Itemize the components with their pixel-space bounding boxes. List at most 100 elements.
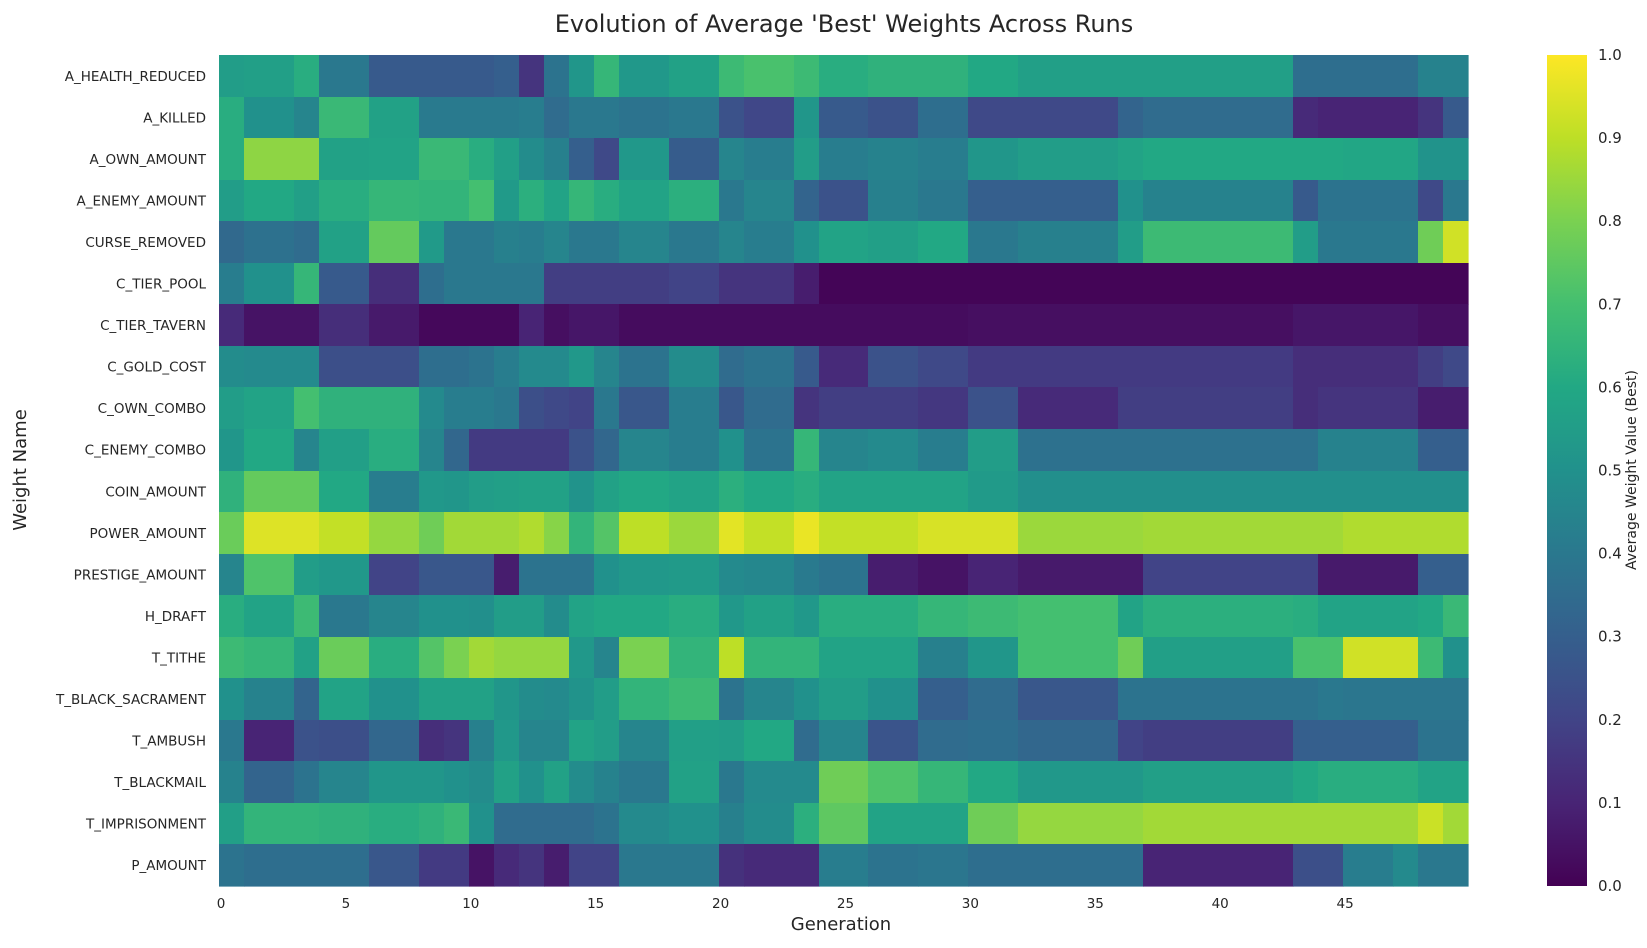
heatmap-cell (244, 346, 320, 388)
heatmap-cell (244, 97, 295, 139)
heatmap-cell (244, 803, 320, 845)
heatmap-cell (569, 678, 595, 721)
heatmap-cell (219, 637, 245, 679)
heatmap-cell (1143, 803, 1419, 845)
x-tick-label: 5 (342, 896, 351, 912)
heatmap-cell (244, 720, 295, 762)
heatmap-cell (219, 387, 245, 430)
heatmap-cell (469, 761, 495, 804)
heatmap-cell (719, 387, 745, 430)
x-tick-label: 0 (217, 896, 226, 912)
heatmap-cell (744, 844, 820, 887)
heatmap-cell (1018, 512, 1144, 555)
heatmap-cell (1293, 55, 1419, 98)
heatmap-cell (244, 180, 295, 222)
heatmap-cell (619, 554, 670, 596)
heatmap-cell (1443, 180, 1469, 222)
heatmap-cell (918, 637, 969, 679)
heatmap-cell (1318, 97, 1419, 139)
heatmap-cell (794, 263, 820, 305)
heatmap-cell (1018, 471, 1469, 513)
heatmap-cell (544, 844, 570, 887)
heatmap-cell (319, 637, 370, 679)
heatmap-cell (619, 180, 670, 222)
heatmap-cell (494, 595, 545, 638)
colorbar-tick-label: 1.0 (1598, 46, 1622, 64)
heatmap-cell (319, 55, 370, 98)
heatmap-cell (1118, 138, 1144, 181)
heatmap-cell (1418, 595, 1444, 638)
heatmap-cell (1143, 720, 1294, 762)
heatmap-cell (669, 595, 720, 638)
heatmap-cell (369, 429, 420, 472)
heatmap-cell (444, 471, 470, 513)
heatmap-cell (469, 471, 495, 513)
heatmap-cell (219, 304, 245, 347)
heatmap-cell (968, 304, 1294, 347)
x-tick-label: 40 (1212, 896, 1229, 912)
heatmap-cell (1418, 387, 1469, 430)
heatmap-cell (719, 761, 745, 804)
heatmap-cell (744, 595, 795, 638)
heatmap-cell (469, 844, 495, 887)
heatmap-cell (544, 304, 570, 347)
heatmap-cell (918, 221, 969, 264)
heatmap-cell (444, 221, 495, 264)
heatmap-cell (1293, 637, 1344, 679)
heatmap-cell (1393, 844, 1419, 887)
heatmap-cell (1318, 221, 1419, 264)
heatmap-cell (1143, 138, 1344, 181)
heatmap-cell (794, 471, 820, 513)
heatmap-cell (419, 637, 445, 679)
heatmap-cell (369, 180, 420, 222)
heatmap-cell (244, 637, 295, 679)
x-tick-label: 30 (962, 896, 979, 912)
heatmap-cell (744, 221, 795, 264)
heatmap-cell (569, 97, 620, 139)
heatmap-cell (868, 678, 919, 721)
heatmap-cell (719, 678, 745, 721)
heatmap-cell (1118, 720, 1144, 762)
heatmap-cell (868, 346, 919, 388)
heatmap-cell (544, 263, 670, 305)
heatmap-cell (1018, 595, 1119, 638)
heatmap-cell (294, 637, 320, 679)
colorbar-tick-label: 0.3 (1598, 628, 1622, 646)
heatmap-cell (319, 720, 370, 762)
heatmap-cell (419, 803, 445, 845)
heatmap-cell (1293, 720, 1419, 762)
heatmap-cell (719, 97, 745, 139)
heatmap-cell (419, 304, 520, 347)
heatmap-cell (419, 346, 470, 388)
heatmap-cell (819, 180, 869, 222)
heatmap-cell (469, 346, 495, 388)
heatmap-cell (1293, 761, 1319, 804)
heatmap-cell (469, 637, 495, 679)
heatmap-cell (494, 720, 520, 762)
heatmap-cell (319, 595, 370, 638)
heatmap-cell (1118, 97, 1144, 139)
heatmap-cell (719, 844, 745, 887)
heatmap-cell (369, 512, 420, 555)
heatmap-cell (968, 387, 1019, 430)
heatmap-cell (744, 761, 820, 804)
heatmap-cell (319, 180, 370, 222)
heatmap-cell (669, 554, 720, 596)
heatmap-cell (494, 471, 520, 513)
heatmap-cell (519, 471, 570, 513)
heatmap-cell (569, 304, 620, 347)
heatmap-cell (219, 844, 245, 887)
heatmap-cell (968, 55, 1019, 98)
heatmap-cell (1318, 761, 1419, 804)
heatmap-cell (244, 844, 370, 887)
heatmap-cell (219, 221, 245, 264)
heatmap-cell (419, 387, 445, 430)
heatmap-cell (219, 263, 245, 305)
heatmap-cell (544, 55, 570, 98)
heatmap-cell (918, 138, 969, 181)
x-tick-label: 35 (1087, 896, 1104, 912)
heatmap-cell (219, 138, 245, 181)
y-tick-label: A_KILLED (143, 110, 206, 126)
heatmap-cell (569, 221, 620, 264)
